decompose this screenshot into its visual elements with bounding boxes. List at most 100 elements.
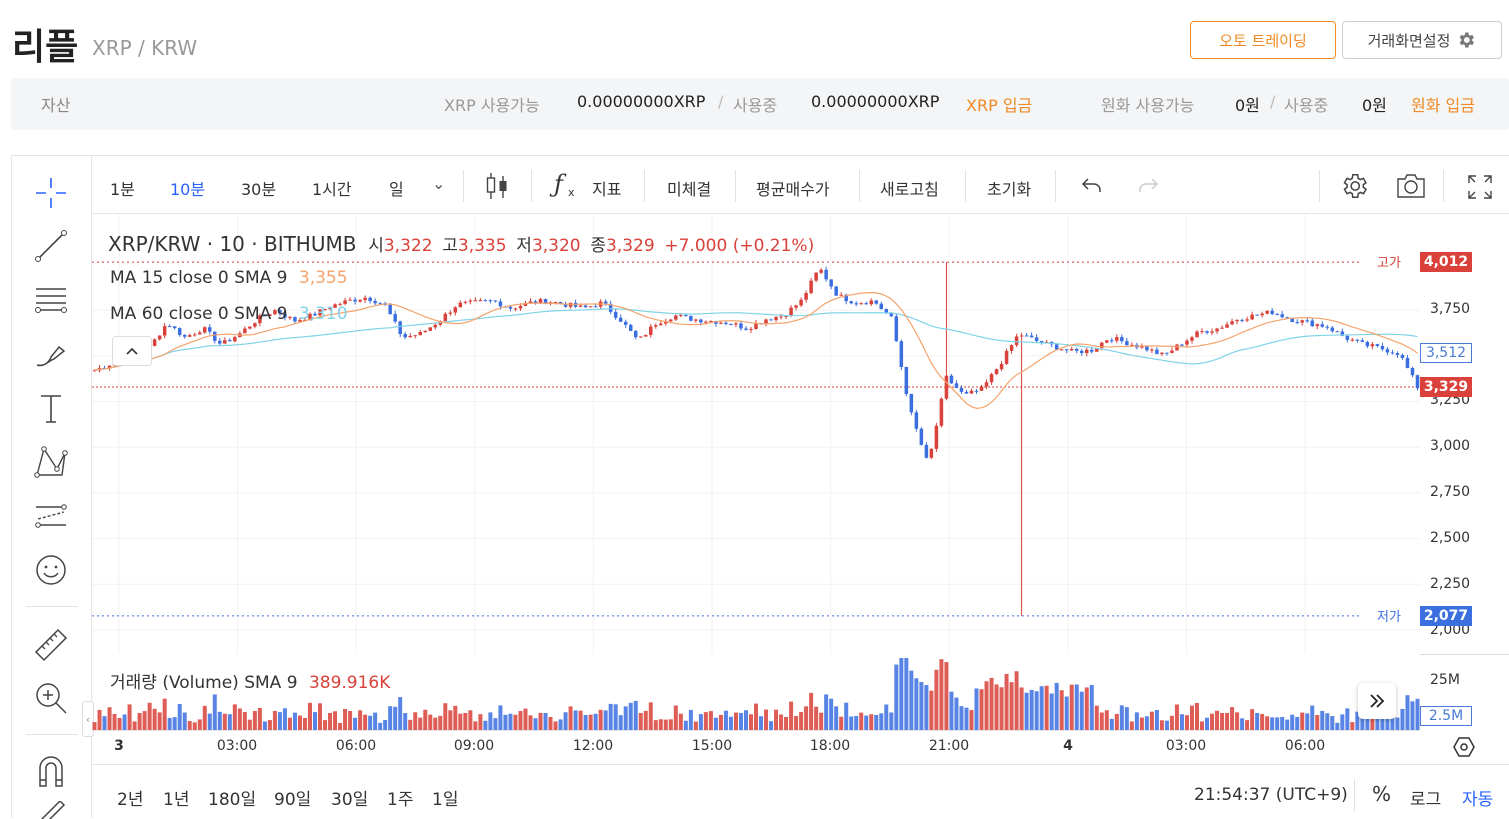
candle-body (353, 299, 357, 302)
volume-bar (473, 721, 478, 730)
range-1d[interactable]: 1일 (432, 790, 459, 810)
krw-deposit-link[interactable]: 원화 입금 (1411, 96, 1475, 115)
candle-body (1345, 335, 1350, 340)
volume-bar (443, 703, 448, 730)
trend-line-icon[interactable] (32, 227, 70, 265)
magnet-icon[interactable] (32, 752, 70, 790)
fullscreen-icon[interactable] (1466, 173, 1494, 201)
candle-body (924, 444, 929, 458)
volume-bar (784, 716, 789, 730)
candle-body (1059, 349, 1064, 351)
candle-body (1415, 375, 1420, 389)
xrp-deposit-link[interactable]: XRP 입금 (966, 96, 1033, 115)
range-1w[interactable]: 1주 (387, 790, 414, 810)
auto-toggle[interactable]: 자동 (1462, 790, 1494, 810)
collapse-toolbar-button[interactable]: ‹ (82, 701, 94, 737)
range-30d[interactable]: 30일 (331, 790, 369, 810)
candle-body (934, 425, 939, 449)
price-tick: 3,000 (1430, 438, 1471, 454)
volume-bar (453, 705, 458, 730)
volume-bar (1104, 710, 1109, 730)
volume-bar (1245, 720, 1250, 730)
candle-body (413, 335, 417, 337)
text-tool-icon[interactable] (32, 389, 70, 427)
candle-body (989, 374, 994, 383)
toolbar-separator (1319, 170, 1320, 202)
reset-button[interactable]: 초기화 (987, 180, 1032, 199)
percent-toggle[interactable]: % (1372, 782, 1392, 806)
legend-volume: 거래량 (Volume) SMA 9 389.916K (110, 668, 390, 693)
interval-1m[interactable]: 1분 (110, 180, 135, 199)
volume-bar (879, 713, 884, 730)
axis-settings-icon[interactable] (1452, 735, 1476, 759)
volume-bar (1350, 722, 1355, 730)
interval-30m[interactable]: 30분 (241, 180, 277, 199)
candle-body (1395, 353, 1400, 355)
time-axis[interactable]: 3 03:00 06:00 09:00 12:00 15:00 18:00 21… (92, 730, 1420, 764)
chevron-down-icon[interactable]: ⌄ (432, 174, 446, 193)
candle-body (468, 300, 473, 302)
range-90d[interactable]: 90일 (274, 790, 312, 810)
volume-chart[interactable] (92, 655, 1420, 730)
indicators-button[interactable]: 지표 (592, 180, 622, 199)
brush-icon[interactable] (32, 335, 70, 373)
interval-10m[interactable]: 10분 (170, 180, 206, 199)
avg-price-button[interactable]: 평균매수가 (756, 180, 830, 199)
undo-icon[interactable] (1080, 174, 1104, 196)
price-axis[interactable]: 3,750 3,250 3,000 2,750 2,500 2,250 2,00… (1420, 214, 1509, 730)
scroll-to-latest-button[interactable] (1358, 683, 1396, 719)
volume-bar (247, 719, 252, 730)
candle-body (954, 383, 959, 388)
settings-gear-icon[interactable] (1339, 171, 1369, 201)
volume-bar (693, 721, 698, 730)
clock-time[interactable]: 21:54:37 (UTC+9) (1194, 785, 1348, 805)
screen-settings-label: 거래화면설정 (1367, 31, 1451, 50)
volume-bar (663, 719, 668, 730)
range-180d[interactable]: 180일 (208, 790, 257, 810)
forecast-icon[interactable] (32, 497, 70, 535)
candle-body (1125, 341, 1129, 346)
unfilled-orders-button[interactable]: 미체결 (667, 180, 712, 199)
candle-body (779, 316, 783, 318)
krw-available-value: 0원 (1235, 96, 1260, 115)
candle-body (704, 321, 708, 323)
volume-bar (1205, 717, 1210, 730)
screen-settings-button[interactable]: 거래화면설정 (1342, 21, 1502, 59)
interval-day[interactable]: 일 (389, 180, 404, 199)
range-2y[interactable]: 2년 (117, 790, 144, 810)
crosshair-icon[interactable] (32, 174, 70, 212)
volume-bar (603, 710, 608, 730)
interval-1h[interactable]: 1시간 (312, 180, 352, 199)
candle-body (1255, 314, 1259, 316)
volume-bar (1109, 718, 1114, 730)
volume-bar (383, 720, 388, 730)
volume-bar (1200, 721, 1205, 730)
candle-body (453, 307, 458, 313)
volume-bar (493, 718, 498, 730)
volume-bar (513, 714, 518, 730)
zoom-in-icon[interactable] (32, 679, 70, 717)
ma15-value: 3,355 (298, 268, 348, 288)
candle-body (182, 334, 187, 337)
candle-body (1335, 331, 1340, 333)
emoji-icon[interactable] (32, 551, 70, 589)
candle-body (1385, 349, 1390, 353)
candle-type-icon[interactable] (485, 170, 509, 202)
redo-icon[interactable] (1136, 174, 1160, 196)
refresh-button[interactable]: 새로고침 (880, 180, 939, 199)
xrp-inuse-value: 0.00000000XRP (811, 92, 940, 111)
function-icon[interactable]: ƒ (554, 170, 563, 198)
ruler-icon[interactable] (32, 626, 70, 664)
lock-drawings-icon[interactable] (32, 801, 70, 819)
volume-bar (1400, 708, 1405, 730)
price-chart[interactable] (92, 214, 1420, 654)
range-1y[interactable]: 1년 (163, 790, 190, 810)
candle-body (563, 303, 568, 307)
auto-trading-button[interactable]: 오토 트레이딩 (1190, 21, 1336, 59)
pattern-icon[interactable] (32, 443, 70, 481)
collapse-legend-button[interactable] (112, 336, 152, 366)
camera-icon[interactable] (1395, 172, 1427, 200)
fib-retracement-icon[interactable] (32, 281, 70, 319)
log-toggle[interactable]: 로그 (1410, 790, 1442, 810)
candle-body (358, 299, 362, 302)
